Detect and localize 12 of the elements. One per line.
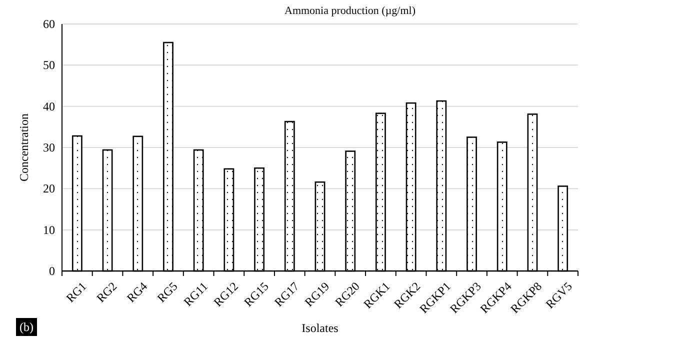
text: (b) <box>20 320 34 334</box>
x-axis-title: Isolates <box>302 321 339 335</box>
x-tick-label: RG1 <box>63 279 90 306</box>
y-tick-label: 40 <box>43 99 55 114</box>
y-tick-label: 0 <box>49 264 55 278</box>
y-tick-label: 20 <box>43 182 55 196</box>
y-tick-label: 30 <box>43 140 55 154</box>
chart-title: Ammonia production (µg/ml) <box>284 5 416 17</box>
y-tick-label: 60 <box>43 17 55 31</box>
y-tick-label: 10 <box>43 222 55 237</box>
y-axis-title: Concentration <box>17 114 31 182</box>
y-tick-label: 50 <box>43 58 55 72</box>
